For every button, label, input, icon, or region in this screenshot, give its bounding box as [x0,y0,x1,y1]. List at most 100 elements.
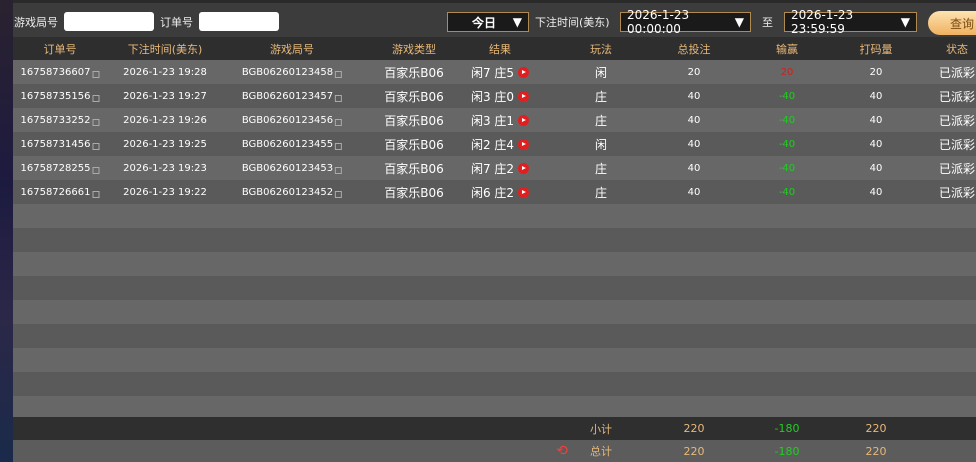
empty-row [13,324,976,348]
copy-icon[interactable] [335,70,343,78]
total-bet-text: 40 [687,162,701,174]
play-type-text: 庄 [594,89,608,104]
win-loss-text: 20 [780,66,794,78]
play-type-cell: 闲 [595,132,607,156]
result-cell: 闲6 庄2 [471,180,530,204]
bet-time-text: 2026-1-23 19:28 [123,66,207,78]
chevron-down-icon: ▼ [734,15,744,29]
win-loss-text: -40 [778,138,796,150]
play-video-icon[interactable] [518,66,530,78]
copy-icon[interactable] [92,190,100,198]
game-type-cell: 百家乐B06 [384,84,444,108]
play-video-icon[interactable] [518,162,530,174]
copy-icon[interactable] [335,166,343,174]
status-text: 已派彩 [938,113,976,128]
game-type-cell: 百家乐B06 [384,156,444,180]
valid-bet-cell: 40 [870,84,883,108]
play-video-icon[interactable] [518,114,530,126]
round-no-cell: BGB06260123453 [242,156,343,180]
chevron-down-icon: ▼ [512,15,522,29]
copy-icon[interactable] [92,142,100,150]
to-label: 至 [762,16,773,29]
round-no-cell: BGB06260123456 [242,108,343,132]
play-type-text: 庄 [594,185,608,200]
query-button[interactable]: 查询 [928,11,976,35]
start-time-select[interactable]: 2026-1-23 00:00:00 ▼ [620,8,751,36]
end-time-select[interactable]: 2026-1-23 23:59:59 ▼ [784,8,917,36]
order-no-cell: 16758735156 [21,84,100,108]
table-header: 订单号 下注时间(美东) 游戏局号 游戏类型 结果 玩法 总投注 输赢 打码量 状态 [13,37,976,60]
table-row: 16758728255 2026-1-23 19:23 BGB06260123453… [13,156,976,180]
table-row: 16758726661 2026-1-23 19:22 BGB06260123452… [13,180,976,204]
column-header-status: 状态 [946,42,968,56]
result-text: 闲7 庄5 [470,65,515,80]
total-valid: 220 [865,444,887,458]
total-bet-cell: 20 [688,60,701,84]
copy-icon[interactable] [335,142,343,150]
copy-icon[interactable] [92,166,100,174]
table-row: 16758733252 2026-1-23 19:26 BGB06260123456… [13,108,976,132]
copy-icon[interactable] [335,94,343,102]
result-cell: 闲2 庄4 [470,132,530,156]
subtotal-label: 小计 [590,422,612,436]
play-video-icon[interactable] [518,138,530,150]
order-no-text: 16758731456 [20,138,91,150]
play-video-icon[interactable] [518,186,530,198]
total-bet-text: 40 [687,114,701,126]
period-value: 今日 [472,15,497,30]
subtotal-row: 小计 220 -180 220 [13,417,976,440]
column-header-game-type: 游戏类型 [392,42,436,56]
table-row: 16758736607 2026-1-23 19:28 BGB06260123458… [13,60,976,84]
play-type-text: 闲 [594,65,608,80]
period-select[interactable]: 今日 ▼ [447,12,529,32]
order-no-cell: 16758736607 [21,60,100,84]
round-no-text: BGB06260123455 [241,138,334,150]
valid-bet-text: 40 [869,186,883,198]
copy-icon[interactable] [92,70,100,78]
round-no-cell: BGB06260123458 [241,60,343,84]
copy-icon[interactable] [92,118,100,126]
play-type-cell: 庄 [595,180,607,204]
valid-bet-cell: 40 [870,180,883,204]
bet-time-cell: 2026-1-23 19:26 [123,108,207,132]
game-type-cell: 百家乐B06 [384,108,444,132]
order-input[interactable] [199,12,279,31]
column-header-play-type: 玩法 [590,42,612,56]
round-no-cell: BGB06260123452 [242,180,343,204]
copy-icon[interactable] [335,118,343,126]
copy-icon[interactable] [335,190,343,198]
empty-row [13,276,976,300]
result-cell: 闲3 庄0 [471,84,530,108]
bet-time-cell: 2026-1-23 19:25 [123,132,207,156]
result-text: 闲2 庄4 [470,137,515,152]
result-cell: 闲3 庄1 [470,108,530,132]
status-cell: 已派彩 [939,84,975,108]
play-video-icon[interactable] [518,90,530,102]
status-cell: 已派彩 [939,108,975,132]
result-cell: 闲7 庄2 [471,156,530,180]
bet-time-text: 2026-1-23 19:25 [123,138,207,150]
copy-icon[interactable] [92,94,100,102]
valid-bet-text: 40 [869,114,883,126]
round-no-text: BGB06260123458 [241,66,334,78]
valid-bet-text: 40 [869,90,883,102]
play-type-text: 闲 [594,137,608,152]
column-header-win-loss: 输赢 [776,42,798,56]
refresh-icon[interactable]: ⟲ [556,443,568,459]
empty-row [13,252,976,276]
subtotal-winloss: -180 [774,422,800,435]
subtotal-bet: 220 [683,422,705,435]
status-cell: 已派彩 [939,180,975,204]
round-input[interactable] [64,12,154,31]
valid-bet-cell: 40 [870,132,883,156]
total-bet: 220 [683,444,705,458]
win-loss-text: -40 [778,90,796,102]
win-loss-cell: -40 [779,156,795,180]
result-text: 闲3 庄1 [470,113,515,128]
empty-row [13,348,976,372]
status-cell: 已派彩 [939,156,975,180]
valid-bet-text: 40 [869,138,883,150]
round-label: 游戏局号 [14,16,58,29]
status-text: 已派彩 [938,161,976,176]
game-type-text: 百家乐B06 [384,185,444,200]
